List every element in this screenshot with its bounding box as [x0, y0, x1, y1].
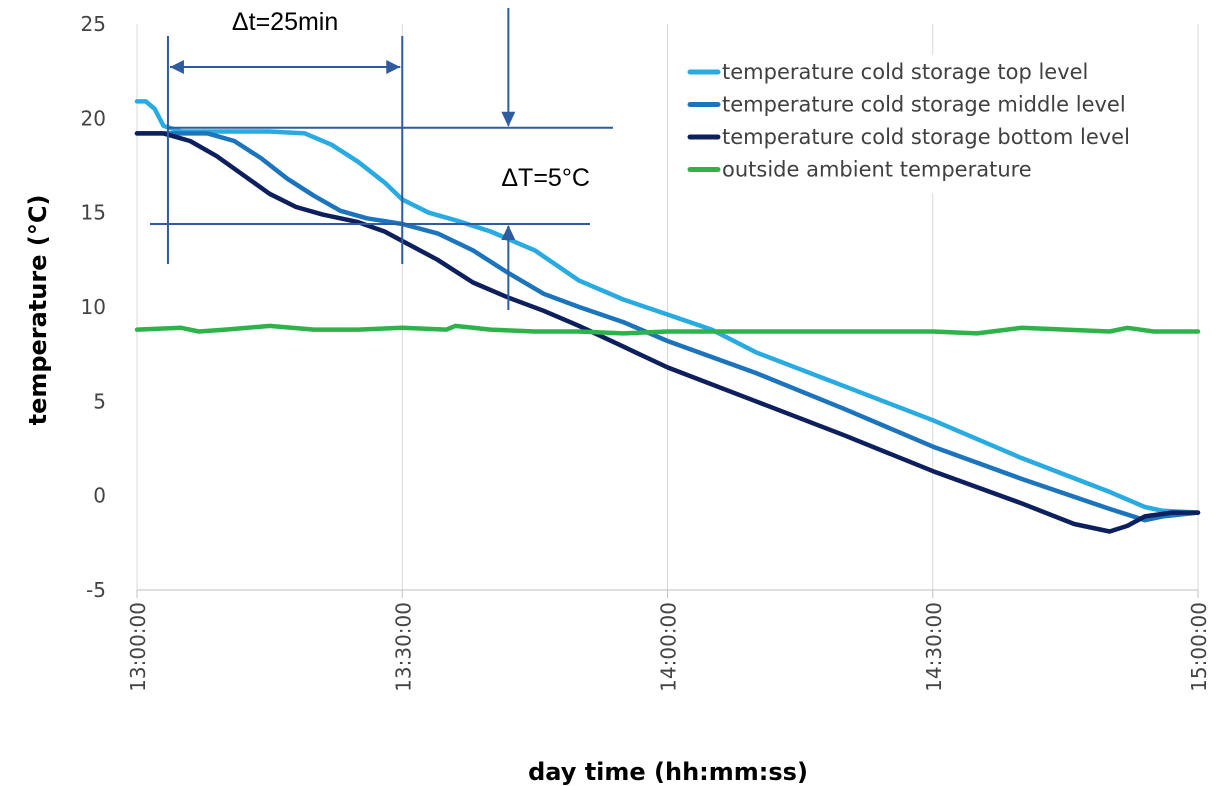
- legend-label-4: outside ambient temperature: [722, 158, 1032, 182]
- y-axis-title: temperature (°C): [24, 195, 52, 426]
- dT-arrowhead-down: [501, 111, 516, 127]
- x-axis-title: day time (hh:mm:ss): [528, 758, 808, 786]
- legend-background: [668, 55, 1188, 193]
- x-tick-label: 14:30:00: [922, 602, 946, 692]
- y-tick-label: 15: [81, 201, 106, 225]
- x-tick-label: 13:30:00: [391, 602, 415, 692]
- dt-label: Δt=25min: [232, 8, 338, 36]
- dt-arrowhead-left: [169, 60, 184, 74]
- legend: temperature cold storage top level temper…: [668, 55, 1188, 193]
- y-tick-label: 10: [81, 295, 106, 319]
- y-tick-label: 25: [81, 12, 106, 36]
- y-tick-label: 5: [93, 389, 106, 413]
- series-line-4: [134, 323, 1201, 336]
- y-tick-label: -5: [86, 578, 106, 602]
- legend-label-2: temperature cold storage middle level: [722, 93, 1126, 117]
- x-axis: 13:00:00 13:30:00 14:00:00 14:30:00 15:00:00: [126, 589, 1211, 692]
- series-line-2: [134, 131, 1201, 523]
- dT-label: ΔT=5°C: [501, 164, 590, 192]
- series-line-3: [134, 131, 1201, 534]
- y-tick-label: 0: [93, 484, 106, 508]
- x-tick-label: 14:00:00: [657, 602, 681, 692]
- y-tick-label: 20: [81, 106, 106, 130]
- x-tick-label: 15:00:00: [1187, 602, 1211, 692]
- dT-arrowhead-up: [501, 224, 516, 240]
- x-tick-label: 13:00:00: [126, 602, 150, 692]
- legend-label-3: temperature cold storage bottom level: [722, 125, 1130, 149]
- dt-arrowhead-right: [386, 60, 401, 74]
- delta-annotations: Δt=25min ΔT=5°C: [150, 8, 613, 310]
- series-lines: [134, 99, 1201, 534]
- y-axis: -5 0 5 10 15 20 25: [81, 12, 106, 602]
- legend-label-1: temperature cold storage top level: [722, 60, 1088, 84]
